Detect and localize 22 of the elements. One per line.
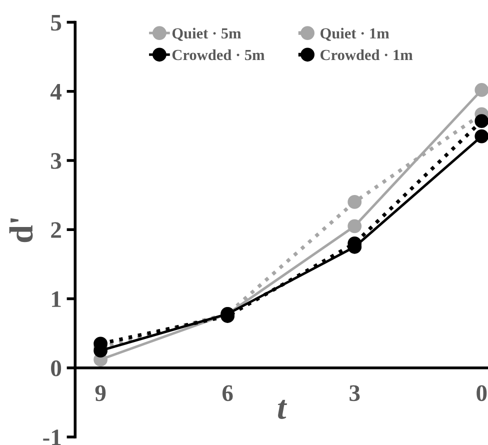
point <box>348 195 362 209</box>
point <box>348 219 362 234</box>
y-tick-label: 1 <box>52 291 61 307</box>
y-tick-label: 4 <box>50 84 62 100</box>
y-axis-title: d' <box>9 218 33 242</box>
point <box>474 129 488 144</box>
y-tick-label: 3 <box>51 153 62 169</box>
y-tick-label: 2 <box>51 222 61 238</box>
x-tick-label: 9 <box>95 385 106 402</box>
y-tick-label: 0 <box>51 360 62 376</box>
x-tick-label: 6 <box>222 385 233 402</box>
y-tick-label: -1 <box>43 430 61 445</box>
legend-label: Crowded · 5m <box>172 49 265 60</box>
y-tick-label: 5 <box>51 14 62 31</box>
x-axis-title: t <box>278 400 288 419</box>
legend-label: Quiet · 5m <box>172 28 242 41</box>
x-tick-label: 0 <box>476 385 487 402</box>
point <box>474 114 488 128</box>
legend-label: Crowded · 1m <box>320 49 413 60</box>
x-tick-label: 3 <box>350 385 360 402</box>
legend-label: Quiet · 1m <box>320 28 390 41</box>
point <box>474 83 488 97</box>
